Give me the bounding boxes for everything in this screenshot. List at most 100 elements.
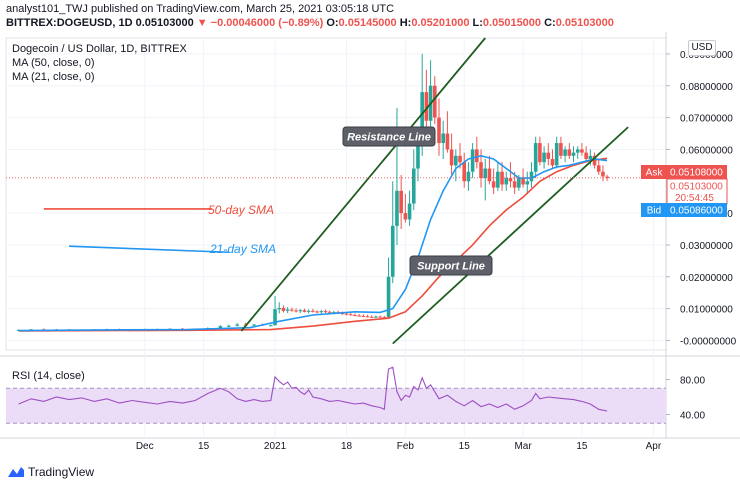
rsi-band (6, 388, 666, 424)
candle-body (319, 311, 324, 313)
candle-body (424, 92, 429, 121)
price-tick-label: 0.07000000 (680, 114, 733, 125)
support-trendline (392, 126, 629, 345)
candle-body (348, 314, 353, 316)
candle-body (508, 178, 513, 182)
candle-body (563, 149, 567, 156)
candle-body (344, 313, 349, 315)
candle-body (596, 165, 601, 172)
candle-body (580, 149, 584, 153)
candle-body (521, 178, 525, 185)
rsi-line (18, 366, 608, 412)
time-tick-label: 15 (576, 441, 588, 452)
candle-body (462, 162, 467, 182)
sma21-line (18, 154, 608, 332)
legend-ma21[interactable]: MA (21, close, 0) (12, 71, 95, 83)
time-tick-label: 2021 (264, 441, 287, 452)
candle-body (512, 181, 517, 188)
legend-ma50[interactable]: MA (50, close, 0) (12, 57, 95, 69)
candle-body (311, 310, 315, 312)
candle-body (294, 310, 298, 312)
candle-body (323, 311, 328, 313)
candle-body (575, 149, 580, 153)
annotation-box (342, 126, 436, 147)
time-tick-label: Feb (397, 441, 415, 452)
open-value: 0.05145000 (338, 17, 397, 29)
annotation-label: Support Line (417, 261, 485, 273)
legend-title: Dogecoin / US Dollar, 1D, BITTREX (12, 43, 187, 55)
candle-body (441, 133, 445, 144)
tradingview-logo[interactable]: TradingView (8, 465, 94, 479)
candle-body (340, 313, 345, 315)
candle-body (407, 203, 412, 220)
candle-body (445, 133, 450, 150)
candle-body (475, 149, 479, 163)
price-tick-label: -0.00000000 (680, 336, 737, 347)
candle-body (298, 310, 303, 312)
candle-body (218, 326, 223, 329)
candle-body (546, 152, 551, 159)
time-tick-label: 18 (341, 441, 353, 452)
candle-body (588, 155, 593, 159)
candle-body (517, 178, 521, 188)
candle-body (411, 168, 416, 204)
ask-price: 0.05108000 (670, 168, 723, 179)
price-change: ▼ −0.00046000 (−0.89%) (196, 17, 324, 29)
rsi-tick-label: 40.00 (680, 411, 705, 422)
candle-body (403, 213, 408, 220)
trend-lines (240, 37, 629, 345)
candle-body (567, 149, 572, 156)
currency-button[interactable]: USD (688, 40, 716, 56)
candle-body (605, 176, 609, 178)
candle-body (353, 314, 357, 316)
candle-body (365, 316, 370, 318)
last-price: 0.05103000 (135, 17, 194, 29)
candle-body (466, 171, 471, 182)
high-label: H: (399, 17, 412, 29)
sma21-sample-line (69, 245, 229, 254)
candle-body (290, 309, 294, 311)
candle-body (357, 315, 361, 317)
candle-body (361, 315, 366, 317)
candle-body (458, 155, 462, 163)
candle-body (559, 143, 563, 156)
annotation-box (409, 255, 493, 276)
candle-body (382, 316, 387, 318)
candle-body (449, 149, 454, 166)
bid-tag-label: Bid (647, 206, 661, 217)
candle-body (390, 225, 395, 277)
candle-body (542, 152, 546, 163)
annotation-text: 50-day SMA (208, 203, 274, 217)
candle-body (273, 309, 277, 326)
candle-body (554, 143, 559, 166)
candle-body (285, 309, 290, 311)
candle-body (269, 325, 273, 327)
candle-body (432, 85, 437, 118)
price-tick-label: 0.06000000 (680, 145, 733, 156)
rsi-legend[interactable]: RSI (14, close) (12, 370, 85, 382)
ask-price-box (667, 165, 727, 179)
close-label: C: (544, 17, 556, 29)
candle-body (386, 276, 391, 318)
ohlc-bar: BITTREX:DOGEUSD, 1D 0.05103000 ▼ −0.0004… (6, 17, 614, 29)
time-tick-label: Apr (646, 441, 662, 452)
candle-body (327, 311, 332, 313)
last-price-label: 0.05103000 (670, 182, 723, 193)
candle-body (277, 307, 282, 310)
low-value: 0.05015000 (482, 17, 542, 29)
candle-body (601, 171, 605, 177)
low-label: L: (472, 17, 483, 29)
bid-tag (641, 203, 667, 217)
candle-body (399, 190, 403, 214)
candle-body (454, 155, 458, 166)
close-value: 0.05103000 (555, 17, 614, 29)
price-tick-label: 0.08000000 (680, 82, 733, 93)
ask-tag (641, 165, 667, 179)
price-tick-label: 0.02000000 (680, 273, 733, 284)
candle-body (227, 325, 231, 327)
candle-body (235, 324, 240, 326)
candle-body (529, 171, 534, 182)
candle-body (302, 310, 307, 312)
